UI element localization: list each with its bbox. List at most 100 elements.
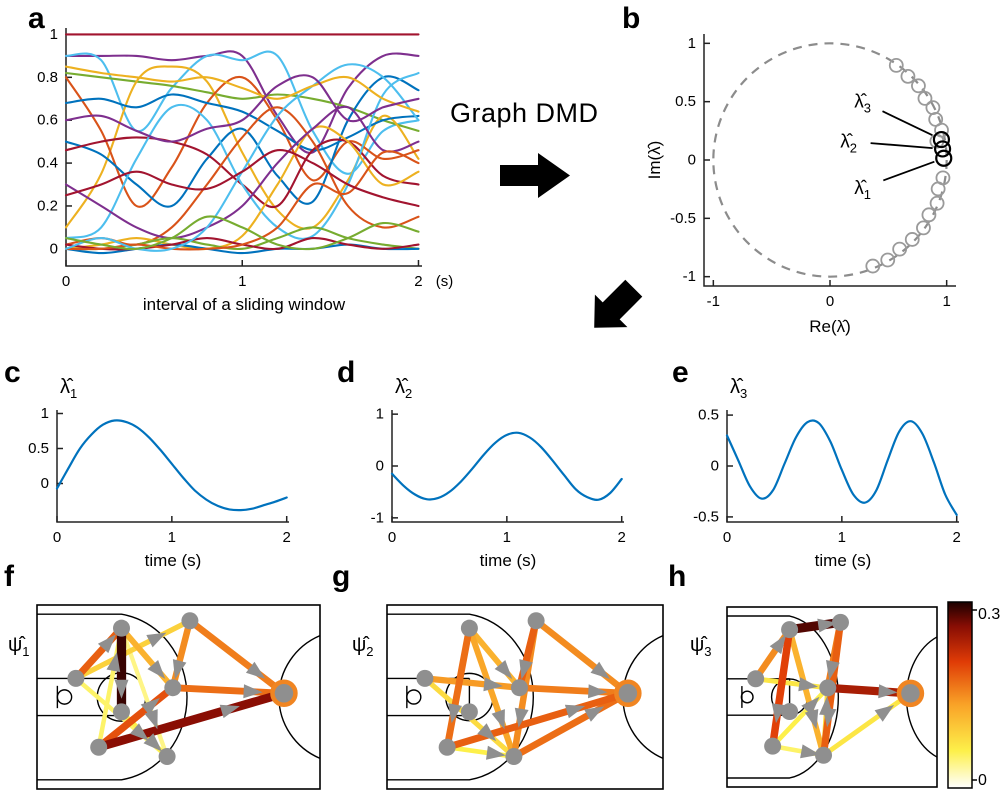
- series-line: [64, 149, 420, 208]
- svg-text:-0.5: -0.5: [670, 210, 696, 227]
- svg-text:0: 0: [53, 529, 61, 546]
- graph-node: [831, 613, 849, 631]
- graph-node: [113, 703, 130, 721]
- series-line: [64, 93, 420, 152]
- series-lines: [725, 419, 958, 516]
- colorbar-max-label: 0.3: [978, 606, 1001, 623]
- svg-text:1: 1: [376, 406, 384, 423]
- svg-text:0: 0: [50, 240, 58, 257]
- annotation-leader-line: [882, 110, 933, 137]
- svg-text:1: 1: [238, 273, 246, 290]
- eigenvalue-annotation: λ̂2: [840, 131, 857, 155]
- edge-arrowheads: [97, 632, 266, 752]
- svg-text:0.2: 0.2: [37, 197, 58, 214]
- panel-f-graph-court: [36, 604, 321, 790]
- edge-arrowheads: [448, 659, 610, 760]
- panel-g-graph-court: [386, 604, 664, 790]
- selected-eigenvalue-point: [935, 149, 953, 167]
- arrowhead-icon: [448, 703, 462, 724]
- svg-text:(s): (s): [436, 273, 454, 290]
- svg-text:0: 0: [723, 529, 731, 546]
- arrowhead-icon: [769, 634, 787, 655]
- series-line: [55, 419, 288, 512]
- panel-c-chart: 0 0.5 1 0 1 2 time (s): [28, 405, 291, 570]
- arrowhead-icon: [143, 733, 162, 752]
- eigenvalue-point: [911, 78, 926, 94]
- svg-text:0: 0: [62, 273, 70, 290]
- axes: [391, 410, 624, 523]
- arrow-right-icon: [500, 153, 570, 198]
- graph-nodes: [416, 612, 642, 766]
- edge-arrowheads: [769, 618, 898, 759]
- graph-node: [781, 703, 799, 721]
- eigenvalue-point: [929, 195, 945, 211]
- series-lines: [64, 33, 420, 255]
- graph-node: [438, 738, 456, 756]
- axes: [65, 28, 422, 267]
- series-line: [64, 50, 420, 154]
- svg-text:0: 0: [711, 458, 719, 475]
- svg-text:time (s): time (s): [145, 551, 202, 570]
- svg-text:0.6: 0.6: [37, 112, 58, 129]
- graph-edge: [96, 684, 176, 751]
- graph-edge: [172, 684, 285, 697]
- svg-text:0: 0: [388, 529, 396, 546]
- panel-label-e: e: [672, 356, 689, 389]
- series-lines: [55, 419, 288, 512]
- svg-text:0: 0: [688, 152, 696, 169]
- graph-node: [113, 619, 130, 637]
- panel-label-b: b: [622, 2, 641, 35]
- graph-node: [460, 703, 478, 721]
- arrowhead-icon: [146, 632, 167, 648]
- arrowhead-icon: [804, 709, 819, 730]
- svg-text:2: 2: [618, 529, 626, 546]
- graph-node: [164, 679, 182, 697]
- eigenvalue-annotation: λ̂3: [854, 91, 871, 115]
- graph-node-ball: [270, 679, 298, 708]
- series-line: [64, 75, 420, 208]
- panel-g-title: ψ̂2: [352, 634, 374, 659]
- arrowhead-icon: [97, 634, 116, 654]
- series-line: [64, 71, 420, 240]
- graph-node: [747, 670, 765, 688]
- graph-node: [460, 619, 478, 637]
- svg-text:Im(λ̂): Im(λ̂): [645, 141, 664, 180]
- graph-node: [505, 748, 523, 766]
- svg-text:1: 1: [41, 405, 49, 422]
- graph-edge: [519, 684, 629, 697]
- unit-circle: [712, 42, 948, 278]
- series-line: [64, 106, 420, 246]
- arrowhead-icon: [798, 677, 818, 692]
- panel-h-graph-court: [726, 606, 938, 788]
- svg-text:0: 0: [41, 475, 49, 492]
- graph-edge: [822, 691, 912, 758]
- graph-edges: [73, 618, 286, 759]
- colorbar-min-label: 0: [978, 772, 987, 789]
- eigenvalue-point: [930, 181, 946, 197]
- graph-node: [510, 679, 528, 697]
- graph-node: [90, 738, 108, 756]
- arrowhead-icon: [822, 707, 837, 728]
- graph-edge: [768, 629, 794, 747]
- graph-edge: [512, 690, 630, 760]
- eigenvalue-point: [917, 91, 933, 106]
- arrowhead-icon: [801, 696, 820, 716]
- arrowhead-icon: [477, 723, 497, 741]
- arrowhead-icon: [584, 706, 605, 722]
- graph-node: [67, 669, 85, 687]
- svg-text:0.4: 0.4: [37, 155, 58, 172]
- panel-d-title: λ̂2: [395, 376, 413, 401]
- svg-text:1: 1: [838, 529, 846, 546]
- arrowhead-icon: [588, 684, 608, 699]
- arrowhead-icon: [147, 660, 166, 679]
- eigenvalue-point: [888, 57, 904, 73]
- eigenvalue-annotation: λ̂1: [854, 178, 871, 202]
- svg-text:0.5: 0.5: [698, 407, 719, 424]
- graph-edge: [187, 618, 286, 696]
- svg-text:-1: -1: [707, 293, 720, 310]
- arrowhead-icon: [219, 704, 240, 719]
- arrowhead-icon: [483, 677, 503, 692]
